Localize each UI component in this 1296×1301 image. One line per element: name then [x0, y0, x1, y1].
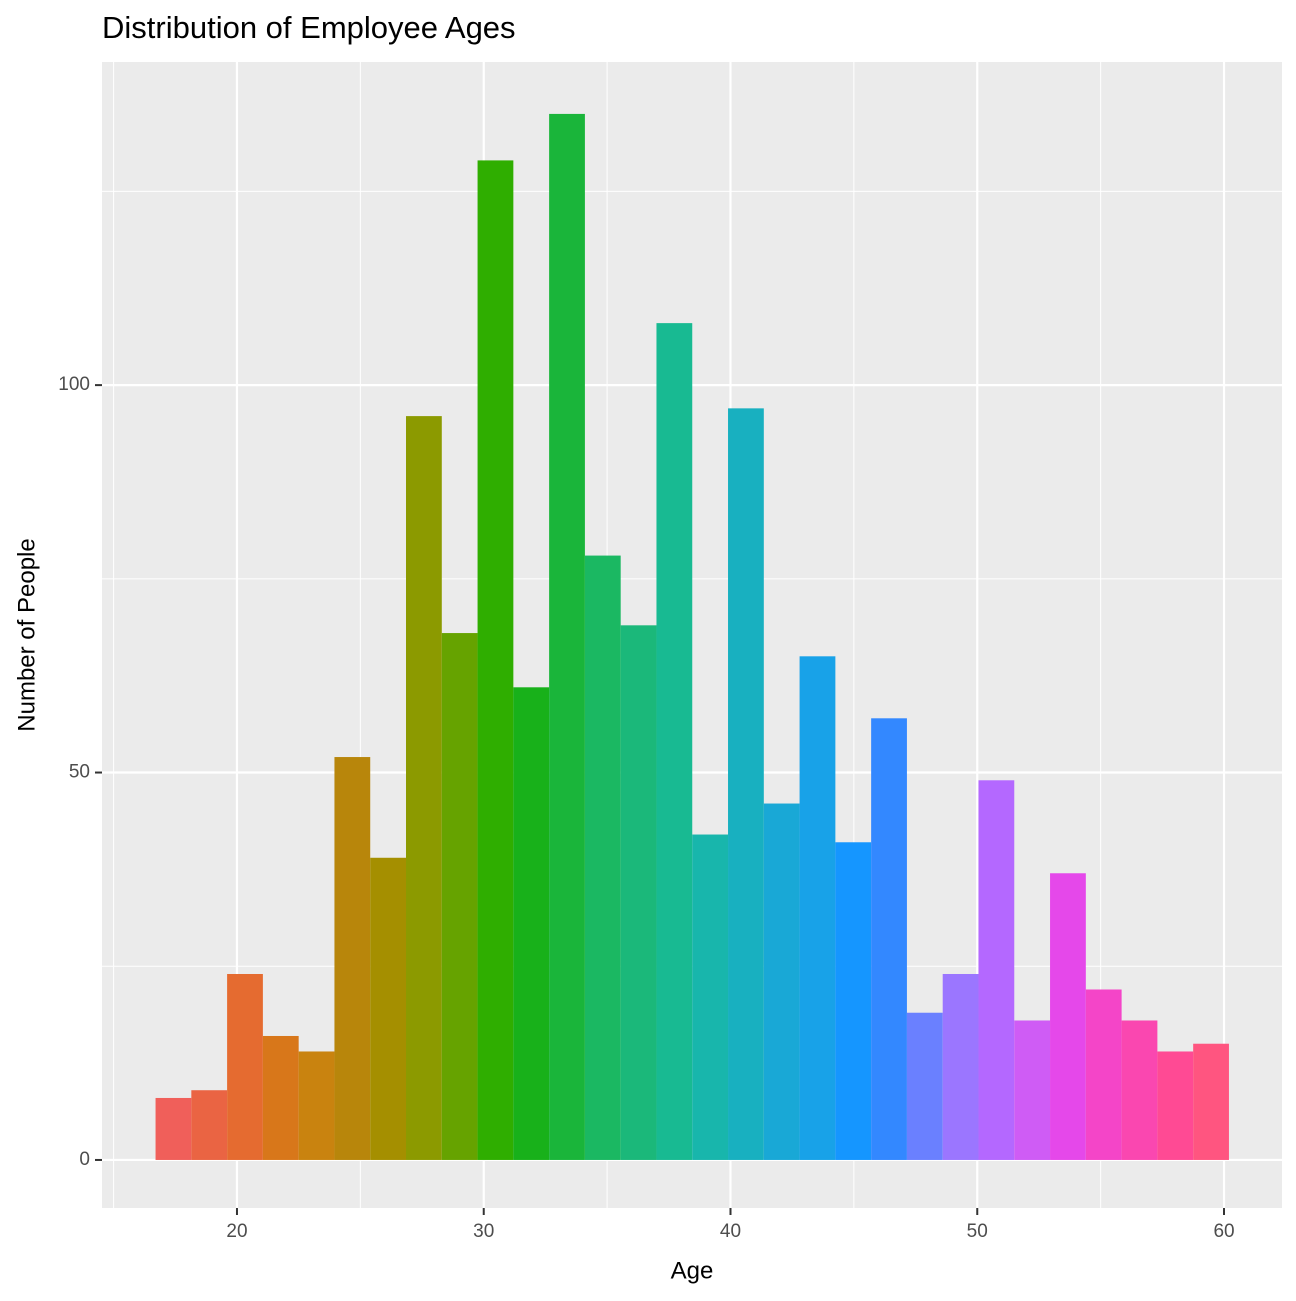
- bar: [620, 625, 657, 1160]
- bar: [191, 1090, 228, 1160]
- bar: [406, 416, 442, 1160]
- bar: [334, 757, 371, 1160]
- bar: [155, 1097, 192, 1160]
- bar: [1121, 1020, 1158, 1160]
- bar: [763, 803, 800, 1160]
- bar: [1157, 1051, 1194, 1160]
- bar: [549, 113, 585, 1160]
- bar: [942, 973, 979, 1160]
- x-tick-label: 30: [473, 1221, 494, 1242]
- x-tick-label: 50: [967, 1221, 988, 1242]
- x-tick-label: 60: [1213, 1221, 1234, 1242]
- x-tick-label: 40: [720, 1221, 741, 1242]
- y-tick-label: 100: [58, 374, 90, 395]
- bar: [477, 160, 514, 1160]
- bar: [692, 834, 729, 1160]
- x-tick-label: 20: [226, 1221, 247, 1242]
- bar: [1050, 873, 1086, 1160]
- bar: [799, 656, 836, 1160]
- y-axis-title: Number of People: [13, 538, 40, 731]
- y-tick-label: 50: [69, 762, 90, 783]
- bar: [370, 857, 407, 1160]
- x-axis-title: Age: [671, 1257, 714, 1284]
- bar: [227, 973, 263, 1160]
- bar: [656, 323, 693, 1160]
- bar: [262, 1035, 299, 1160]
- bar: [441, 633, 478, 1160]
- bar: [584, 555, 621, 1160]
- bar: [978, 780, 1015, 1160]
- bar: [298, 1051, 335, 1160]
- chart-title: Distribution of Employee Ages: [102, 10, 516, 45]
- y-tick-label: 0: [79, 1149, 90, 1170]
- bar: [906, 1012, 943, 1160]
- bar: [728, 408, 764, 1160]
- bar: [1193, 1043, 1229, 1160]
- bar: [871, 718, 907, 1160]
- bar: [1014, 1020, 1051, 1160]
- bar: [835, 842, 872, 1160]
- bar: [513, 687, 550, 1160]
- bar: [1085, 989, 1122, 1160]
